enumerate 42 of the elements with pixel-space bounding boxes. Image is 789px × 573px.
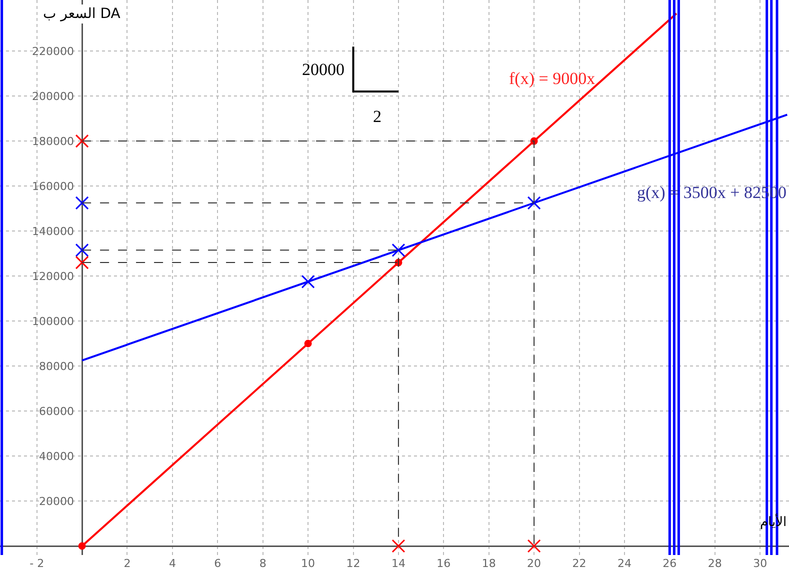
- point: [75, 256, 89, 270]
- point: [392, 539, 406, 553]
- y-tick-label: 80000: [39, 360, 74, 373]
- point: [78, 542, 86, 550]
- y-tick-label: 220000: [32, 44, 74, 58]
- point: [527, 196, 541, 210]
- annotation: 2: [373, 107, 382, 126]
- point: [301, 274, 315, 288]
- x-tick-label: 24: [617, 557, 632, 570]
- x-tick-label: 14: [391, 557, 406, 570]
- y-tick-label: 140000: [32, 224, 74, 238]
- x-tick-label: 28: [708, 557, 722, 570]
- y-axis-title: السعر ب DA: [43, 6, 121, 22]
- annotation: f(x) = 9000x: [509, 69, 596, 88]
- point: [304, 340, 312, 348]
- y-tick-label: 20000: [39, 494, 74, 508]
- y-tick-label: 100000: [32, 314, 74, 328]
- point: [392, 243, 406, 257]
- y-tick-label: 40000: [39, 450, 74, 463]
- x-tick-label: 20: [527, 557, 542, 570]
- y-tick-label: 120000: [32, 270, 74, 283]
- x-tick-label: 12: [346, 557, 360, 570]
- x-tick-label: - 2: [30, 557, 44, 570]
- annotation: 20000: [302, 60, 344, 79]
- point: [75, 243, 89, 257]
- y-tick-label: 60000: [39, 404, 74, 418]
- point: [527, 539, 541, 553]
- x-tick-label: 10: [301, 557, 316, 570]
- x-tick-label: 8: [259, 557, 266, 570]
- x-tick-label: 30: [753, 557, 768, 570]
- x-tick-label: 26: [662, 557, 677, 570]
- point: [75, 134, 89, 148]
- x-tick-label: 6: [214, 557, 222, 570]
- x-tick-label: 2: [124, 557, 131, 570]
- x-tick-label: 4: [168, 557, 176, 570]
- y-tick-label: 180000: [32, 134, 74, 148]
- x-tick-label: 22: [572, 557, 586, 570]
- point: [75, 196, 89, 210]
- x-tick-label: 18: [482, 557, 496, 570]
- y-tick-label: 200000: [32, 90, 74, 103]
- y-tick-label: 160000: [32, 180, 74, 193]
- x-tick-label: 16: [436, 557, 451, 570]
